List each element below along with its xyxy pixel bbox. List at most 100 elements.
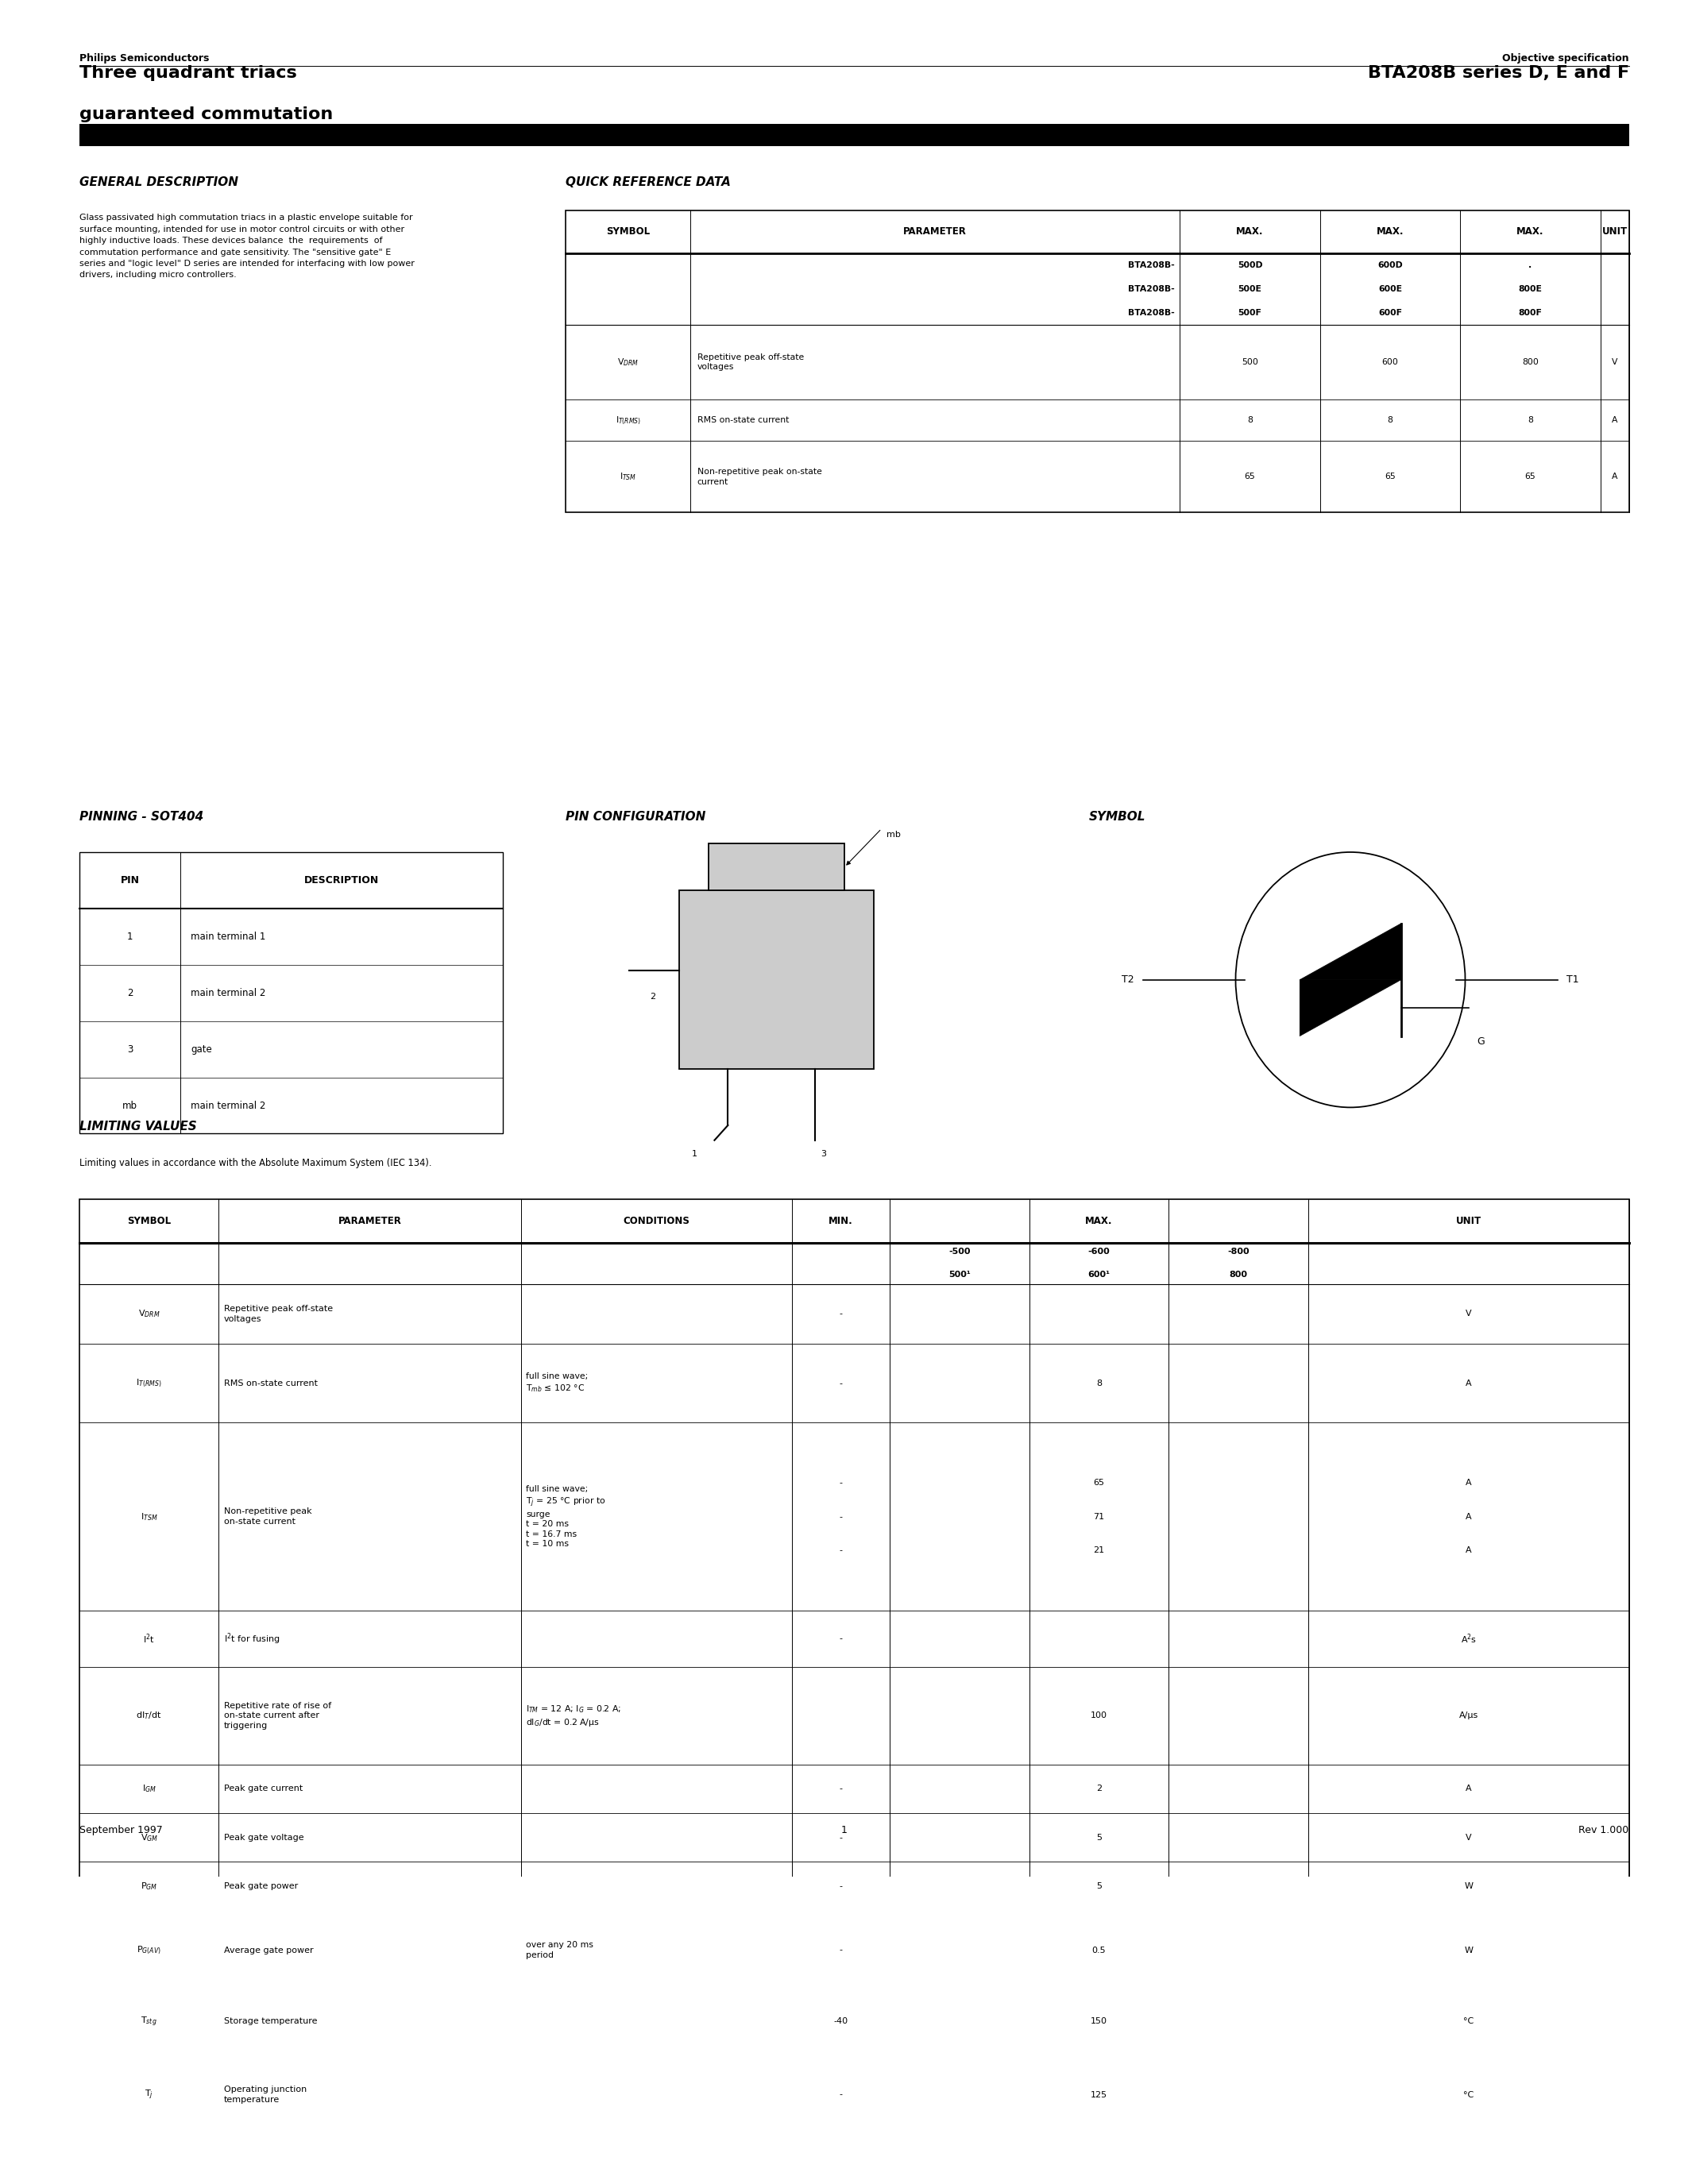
Text: I$_{TSM}$: I$_{TSM}$: [140, 1511, 157, 1522]
Text: I$_{T(RMS)}$: I$_{T(RMS)}$: [614, 415, 641, 426]
Text: P$_{G(AV)}$: P$_{G(AV)}$: [137, 1944, 162, 1957]
Text: V$_{GM}$: V$_{GM}$: [140, 1832, 159, 1843]
Text: I$^2$t: I$^2$t: [143, 1631, 155, 1645]
Text: mb: mb: [886, 830, 901, 839]
Text: 1: 1: [841, 1826, 847, 1837]
Text: 800E: 800E: [1518, 286, 1543, 293]
Text: dI$_T$/dt: dI$_T$/dt: [137, 1710, 162, 1721]
Bar: [679, 891, 874, 1068]
Text: 8: 8: [1096, 1380, 1102, 1387]
Text: BTA208B-: BTA208B-: [1128, 286, 1175, 293]
Text: -: -: [839, 1634, 842, 1642]
Text: V$_{DRM}$: V$_{DRM}$: [138, 1308, 160, 1319]
Polygon shape: [1300, 924, 1401, 981]
Text: T$_{stg}$: T$_{stg}$: [140, 2016, 157, 2029]
Text: -40: -40: [834, 2018, 847, 2025]
Bar: [709, 843, 844, 891]
Text: Storage temperature: Storage temperature: [225, 2018, 317, 2025]
Text: -: -: [839, 1835, 842, 1841]
Text: 1: 1: [127, 930, 133, 941]
Text: 500: 500: [1242, 358, 1258, 367]
Text: 600D: 600D: [1377, 262, 1403, 269]
Text: 500F: 500F: [1237, 308, 1263, 317]
Text: W: W: [1463, 1883, 1474, 1891]
Text: BTA208B series D, E and F: BTA208B series D, E and F: [1367, 66, 1629, 81]
Text: °C: °C: [1463, 2018, 1474, 2025]
Text: A: A: [1465, 1784, 1472, 1793]
Text: MAX.: MAX.: [1376, 227, 1404, 238]
Text: SYMBOL: SYMBOL: [606, 227, 650, 238]
Text: I$_{TSM}$: I$_{TSM}$: [619, 472, 636, 483]
Text: 800: 800: [1523, 358, 1538, 367]
Text: I$_{TM}$ = 12 A; I$_G$ = 0.2 A;
dI$_G$/dt = 0.2 A/μs: I$_{TM}$ = 12 A; I$_G$ = 0.2 A; dI$_G$/d…: [527, 1704, 621, 1728]
Text: A: A: [1465, 1514, 1472, 1520]
Text: MAX.: MAX.: [1236, 227, 1264, 238]
Text: 3: 3: [127, 1044, 133, 1055]
Text: A/μs: A/μs: [1458, 1712, 1479, 1719]
Text: 5: 5: [1096, 1835, 1102, 1841]
Text: Peak gate current: Peak gate current: [225, 1784, 302, 1793]
Text: -: -: [839, 1784, 842, 1793]
Text: mb: mb: [123, 1101, 137, 1112]
Text: 21: 21: [1094, 1546, 1104, 1555]
Text: 5: 5: [1096, 1883, 1102, 1891]
Text: -500: -500: [949, 1247, 971, 1256]
Text: W: W: [1463, 1946, 1474, 1955]
Text: -: -: [839, 1479, 842, 1487]
Text: 2: 2: [650, 994, 655, 1000]
Text: PIN: PIN: [120, 876, 140, 885]
Text: 500¹: 500¹: [949, 1271, 971, 1278]
Text: 600F: 600F: [1377, 308, 1403, 317]
Text: 600: 600: [1382, 358, 1398, 367]
Text: Peak gate voltage: Peak gate voltage: [225, 1835, 304, 1841]
Text: PINNING - SOT404: PINNING - SOT404: [79, 810, 204, 823]
Text: full sine wave;
T$_{mb}$ ≤ 102 °C: full sine wave; T$_{mb}$ ≤ 102 °C: [527, 1374, 587, 1393]
Text: Objective specification: Objective specification: [1502, 52, 1629, 63]
Text: Peak gate power: Peak gate power: [225, 1883, 299, 1891]
Text: Repetitive peak off-state
voltages: Repetitive peak off-state voltages: [697, 354, 803, 371]
Text: main terminal 2: main terminal 2: [191, 1101, 265, 1112]
Text: main terminal 2: main terminal 2: [191, 987, 265, 998]
Text: Operating junction
temperature: Operating junction temperature: [225, 2086, 307, 2103]
Text: 8: 8: [1528, 417, 1533, 424]
Text: 65: 65: [1094, 1479, 1104, 1487]
Text: -: -: [839, 1514, 842, 1520]
Text: gate: gate: [191, 1044, 213, 1055]
Text: 3: 3: [820, 1149, 827, 1158]
Text: SYMBOL: SYMBOL: [127, 1216, 170, 1225]
Text: MAX.: MAX.: [1516, 227, 1545, 238]
Text: -800: -800: [1227, 1247, 1249, 1256]
Text: LIMITING VALUES: LIMITING VALUES: [79, 1120, 197, 1133]
Text: T$_j$: T$_j$: [145, 2088, 154, 2101]
Text: over any 20 ms
period: over any 20 ms period: [527, 1942, 594, 1959]
Text: A: A: [1465, 1546, 1472, 1555]
Text: -: -: [839, 2090, 842, 2099]
Text: -: -: [839, 1380, 842, 1387]
Text: 8: 8: [1388, 417, 1393, 424]
Text: PIN CONFIGURATION: PIN CONFIGURATION: [565, 810, 706, 823]
Text: 1: 1: [692, 1149, 697, 1158]
Text: 500D: 500D: [1237, 262, 1263, 269]
Text: -: -: [839, 1546, 842, 1555]
Text: -: -: [839, 1310, 842, 1317]
Text: RMS on-state current: RMS on-state current: [225, 1380, 317, 1387]
Text: CONDITIONS: CONDITIONS: [623, 1216, 690, 1225]
Bar: [565, 210, 1629, 513]
Text: V: V: [1465, 1835, 1472, 1841]
Bar: [79, 852, 503, 1133]
Text: V: V: [1465, 1310, 1472, 1317]
Text: -: -: [839, 1946, 842, 1955]
Polygon shape: [1300, 981, 1401, 1035]
Text: Average gate power: Average gate power: [225, 1946, 314, 1955]
Text: main terminal 1: main terminal 1: [191, 930, 265, 941]
Text: guaranteed commutation: guaranteed commutation: [79, 107, 333, 122]
Text: 800F: 800F: [1518, 308, 1543, 317]
Text: Repetitive peak off-state
voltages: Repetitive peak off-state voltages: [225, 1306, 333, 1324]
Text: A: A: [1612, 472, 1617, 480]
Text: 65: 65: [1524, 472, 1536, 480]
Text: MAX.: MAX.: [1085, 1216, 1112, 1225]
Text: DESCRIPTION: DESCRIPTION: [304, 876, 380, 885]
Text: BTA208B-: BTA208B-: [1128, 308, 1175, 317]
Text: 71: 71: [1094, 1514, 1104, 1520]
Text: G: G: [1477, 1035, 1485, 1046]
